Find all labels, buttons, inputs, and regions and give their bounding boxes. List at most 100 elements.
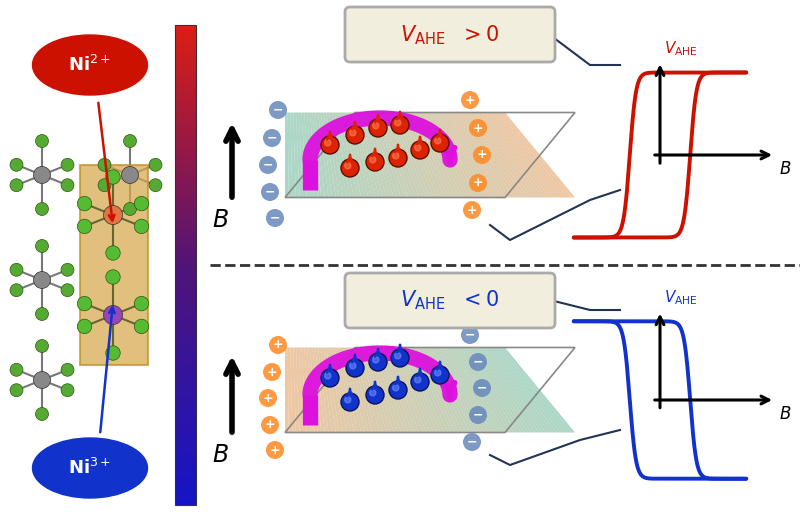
- Text: $V_\mathrm{AHE}$  $> 0$: $V_\mathrm{AHE}$ $> 0$: [401, 23, 499, 47]
- Polygon shape: [175, 117, 196, 121]
- Polygon shape: [175, 345, 196, 349]
- Polygon shape: [175, 169, 196, 173]
- Circle shape: [432, 135, 448, 151]
- Polygon shape: [329, 347, 346, 433]
- Ellipse shape: [33, 438, 147, 498]
- Circle shape: [366, 386, 384, 404]
- Circle shape: [342, 395, 358, 409]
- Circle shape: [269, 101, 287, 119]
- Polygon shape: [307, 113, 318, 198]
- Circle shape: [106, 246, 120, 260]
- Circle shape: [469, 174, 487, 192]
- Circle shape: [463, 433, 481, 451]
- Polygon shape: [367, 347, 398, 433]
- Polygon shape: [175, 221, 196, 225]
- Polygon shape: [494, 347, 564, 433]
- Polygon shape: [175, 357, 196, 361]
- Polygon shape: [175, 317, 196, 321]
- Text: $B$: $B$: [212, 443, 228, 467]
- Polygon shape: [455, 113, 514, 198]
- Polygon shape: [321, 113, 336, 198]
- Polygon shape: [175, 217, 196, 221]
- Polygon shape: [175, 73, 196, 77]
- Polygon shape: [346, 347, 368, 433]
- Circle shape: [10, 363, 23, 376]
- Text: $V_\mathrm{AHE}$: $V_\mathrm{AHE}$: [664, 288, 698, 307]
- Polygon shape: [294, 113, 299, 198]
- Text: +: +: [473, 176, 483, 190]
- Polygon shape: [472, 113, 535, 198]
- Text: $B$: $B$: [779, 405, 791, 423]
- Polygon shape: [406, 113, 448, 198]
- Polygon shape: [175, 53, 196, 57]
- Polygon shape: [386, 113, 422, 198]
- Polygon shape: [175, 269, 196, 273]
- Circle shape: [261, 183, 279, 201]
- Polygon shape: [175, 161, 196, 165]
- Polygon shape: [175, 453, 196, 457]
- Polygon shape: [323, 113, 339, 198]
- Text: −: −: [465, 329, 475, 341]
- Polygon shape: [450, 113, 506, 198]
- Polygon shape: [175, 201, 196, 205]
- Circle shape: [366, 153, 384, 171]
- Circle shape: [122, 167, 138, 184]
- Polygon shape: [175, 233, 196, 237]
- Circle shape: [394, 353, 401, 359]
- Polygon shape: [434, 347, 484, 433]
- Text: −: −: [262, 158, 274, 172]
- Circle shape: [412, 142, 428, 158]
- Polygon shape: [175, 497, 196, 501]
- Text: $B$: $B$: [779, 160, 791, 178]
- Circle shape: [370, 390, 376, 396]
- Polygon shape: [175, 273, 196, 277]
- Polygon shape: [175, 241, 196, 245]
- Polygon shape: [175, 389, 196, 393]
- Circle shape: [347, 127, 362, 143]
- Polygon shape: [175, 145, 196, 149]
- Polygon shape: [478, 113, 542, 198]
- Polygon shape: [395, 347, 434, 433]
- Polygon shape: [323, 347, 339, 433]
- Circle shape: [106, 270, 120, 284]
- Polygon shape: [326, 113, 343, 198]
- Polygon shape: [175, 165, 196, 169]
- Polygon shape: [470, 113, 531, 198]
- Polygon shape: [373, 347, 405, 433]
- Circle shape: [61, 179, 74, 192]
- Polygon shape: [382, 113, 415, 198]
- Polygon shape: [491, 347, 561, 433]
- Polygon shape: [175, 337, 196, 341]
- Polygon shape: [175, 341, 196, 345]
- Polygon shape: [296, 113, 303, 198]
- Circle shape: [391, 349, 409, 367]
- Circle shape: [370, 354, 386, 370]
- Polygon shape: [329, 113, 346, 198]
- Polygon shape: [340, 113, 361, 198]
- Circle shape: [346, 126, 364, 144]
- Polygon shape: [175, 109, 196, 113]
- Circle shape: [61, 363, 74, 376]
- Polygon shape: [417, 347, 462, 433]
- Circle shape: [412, 374, 428, 390]
- Polygon shape: [342, 347, 365, 433]
- Polygon shape: [175, 377, 196, 381]
- Text: −: −: [265, 185, 275, 199]
- Text: −: −: [270, 211, 280, 225]
- Circle shape: [123, 202, 137, 216]
- Polygon shape: [175, 89, 196, 93]
- Polygon shape: [458, 113, 517, 198]
- Text: +: +: [477, 149, 487, 161]
- Ellipse shape: [33, 35, 147, 95]
- Circle shape: [78, 219, 92, 234]
- Polygon shape: [175, 237, 196, 241]
- Polygon shape: [175, 369, 196, 373]
- Polygon shape: [175, 469, 196, 473]
- Polygon shape: [428, 113, 477, 198]
- Polygon shape: [175, 225, 196, 229]
- Polygon shape: [175, 285, 196, 289]
- Polygon shape: [175, 49, 196, 53]
- Polygon shape: [288, 113, 292, 198]
- Circle shape: [392, 350, 408, 366]
- Polygon shape: [175, 293, 196, 297]
